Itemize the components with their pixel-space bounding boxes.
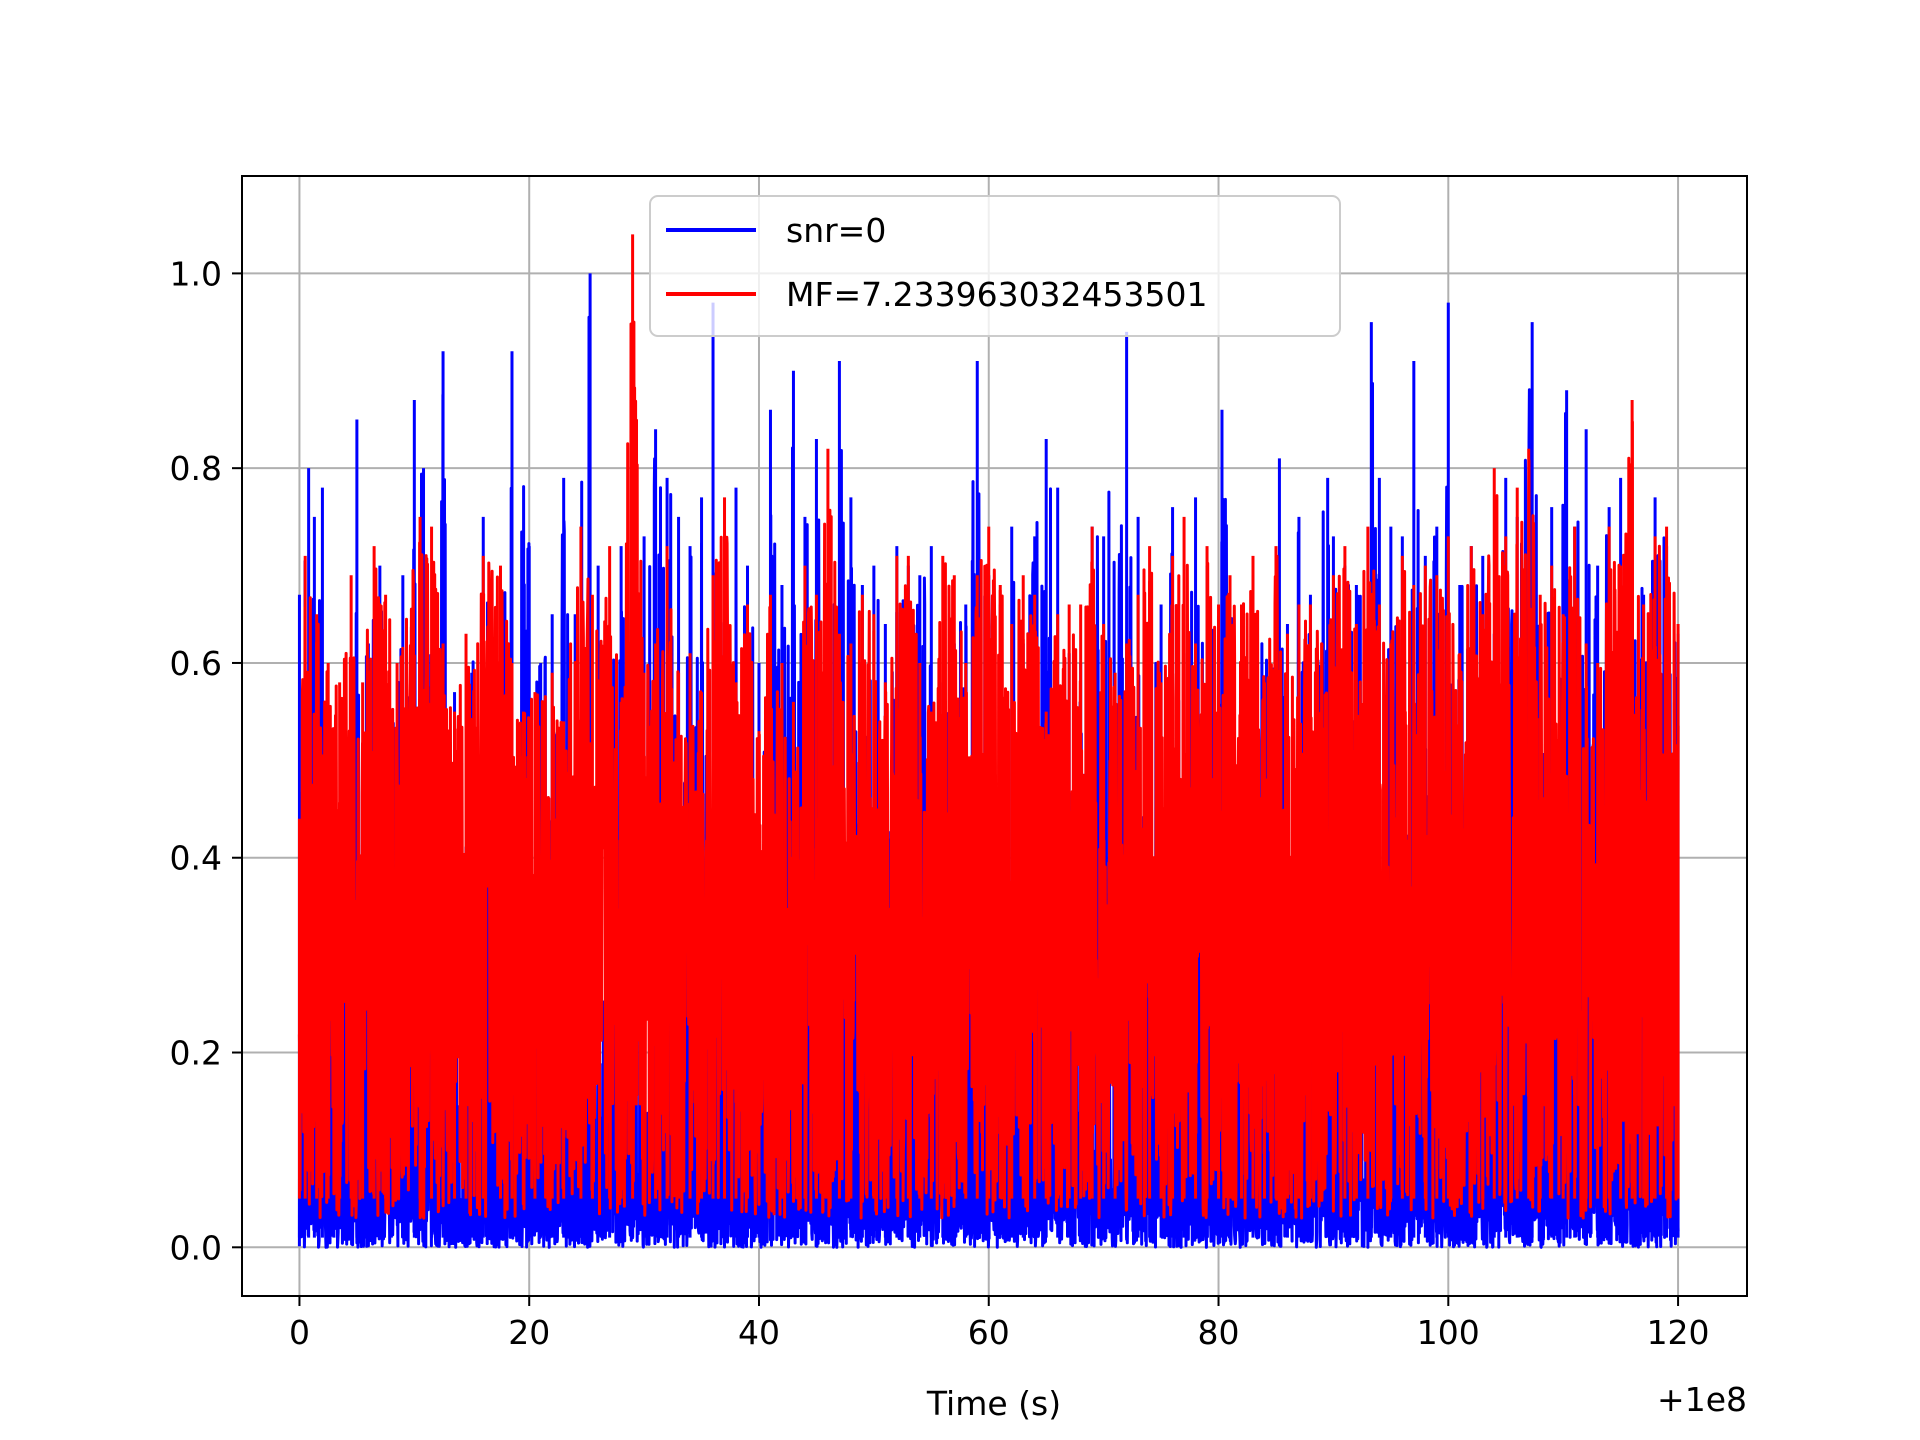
legend-label-mf: MF=7.233963032453501 bbox=[786, 275, 1208, 314]
x-tick-label: 60 bbox=[968, 1313, 1010, 1352]
plot-frame bbox=[241, 175, 1748, 1297]
y-tick-label: 0.4 bbox=[170, 839, 222, 878]
x-tick-label: 120 bbox=[1647, 1313, 1710, 1352]
x-tick-label: 40 bbox=[738, 1313, 780, 1352]
y-tick-label: 1.0 bbox=[170, 254, 222, 293]
x-axis-label: Time (s) bbox=[926, 1384, 1061, 1423]
y-tick-label: 0.8 bbox=[170, 449, 222, 488]
legend-box bbox=[649, 195, 1341, 337]
ticks: 0 20 40 60 80 100 120 0.0 0.2 0.4 0.6 0.8 1.0 bbox=[170, 254, 1710, 1352]
y-tick-label: 0.6 bbox=[170, 644, 222, 683]
legend: snr=0 MF=7.233963032453501 bbox=[649, 195, 1341, 337]
x-tick-label: 80 bbox=[1198, 1313, 1240, 1352]
series-layer bbox=[297, 234, 1680, 1249]
x-tick-label: 100 bbox=[1417, 1313, 1480, 1352]
y-tick-label: 0.2 bbox=[170, 1034, 222, 1073]
x-axis-offset-label: +1e8 bbox=[1657, 1380, 1747, 1419]
legend-label-snr: snr=0 bbox=[786, 211, 886, 250]
x-tick-label: 20 bbox=[508, 1313, 550, 1352]
x-tick-label: 0 bbox=[289, 1313, 310, 1352]
y-tick-label: 0.0 bbox=[170, 1228, 222, 1267]
